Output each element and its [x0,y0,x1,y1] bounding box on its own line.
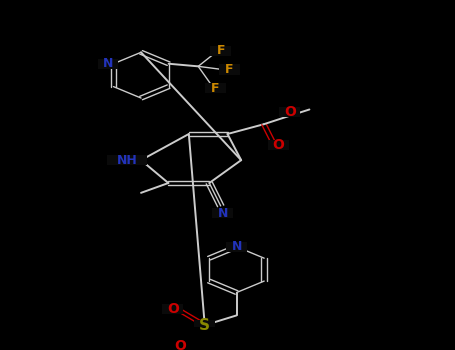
Text: N: N [103,57,113,70]
Text: NH: NH [117,154,138,167]
FancyBboxPatch shape [162,304,183,314]
FancyBboxPatch shape [268,140,289,150]
FancyBboxPatch shape [107,155,147,166]
FancyBboxPatch shape [212,208,233,218]
Text: F: F [225,63,234,76]
Text: F: F [217,44,225,57]
Text: F: F [211,82,220,95]
FancyBboxPatch shape [205,83,226,93]
FancyBboxPatch shape [226,241,247,252]
FancyBboxPatch shape [169,341,190,350]
Text: O: O [174,340,186,350]
Text: S: S [199,318,210,333]
Text: O: O [284,105,296,119]
FancyBboxPatch shape [97,58,118,69]
Text: O: O [273,138,284,152]
FancyBboxPatch shape [279,107,300,117]
FancyBboxPatch shape [219,64,240,75]
FancyBboxPatch shape [211,46,232,56]
Text: N: N [232,240,242,253]
Text: O: O [167,302,179,316]
Text: N: N [218,206,228,219]
FancyBboxPatch shape [194,320,215,330]
